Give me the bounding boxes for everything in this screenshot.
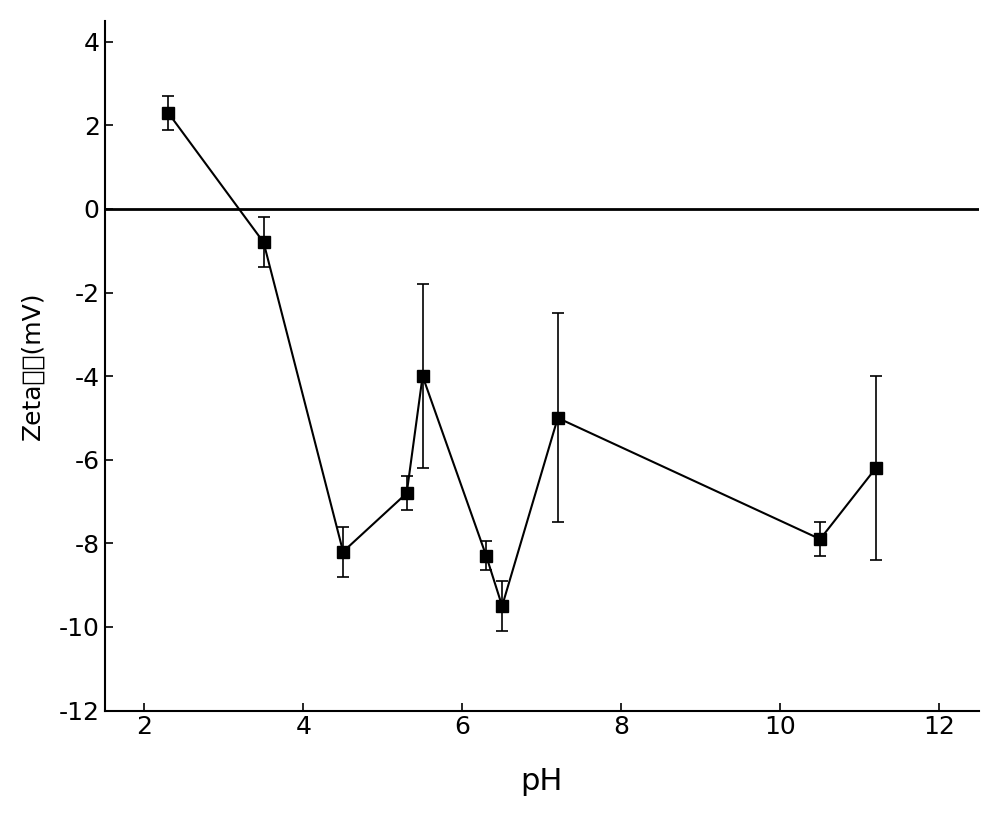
Y-axis label: Zeta电位(mV): Zeta电位(mV): [21, 292, 45, 440]
X-axis label: pH: pH: [521, 767, 563, 797]
